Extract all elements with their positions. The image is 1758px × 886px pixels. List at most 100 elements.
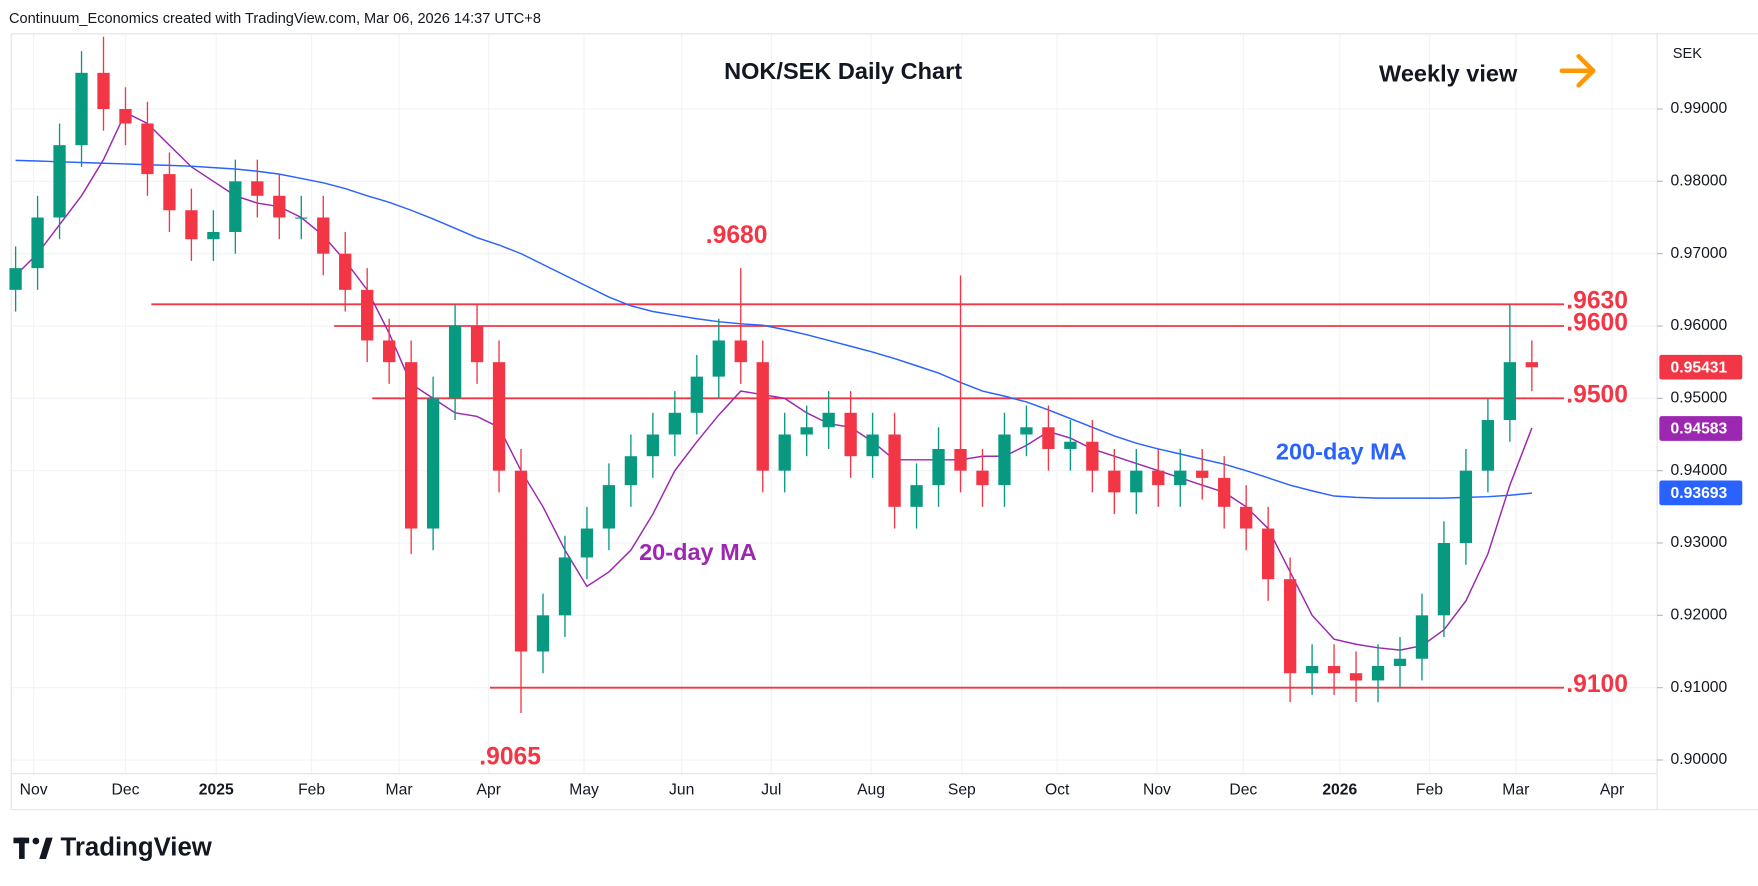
x-tick-label: Nov <box>1143 782 1171 799</box>
candle-body <box>1305 665 1319 674</box>
moving-average-label: 20-day MA <box>639 539 757 565</box>
candle-body <box>1108 470 1121 493</box>
candle-body <box>1459 470 1473 544</box>
candle-body <box>383 340 396 363</box>
x-tick-label: Nov <box>20 782 48 799</box>
y-tick-label: 0.95000 <box>1671 389 1728 406</box>
candle-body <box>1042 427 1055 449</box>
candle-body <box>163 174 176 211</box>
y-tick-label: 0.94000 <box>1671 462 1728 479</box>
candle-body <box>317 217 330 254</box>
candle-body <box>295 217 308 219</box>
candle-body <box>976 470 989 486</box>
x-tick-label: Dec <box>112 782 140 799</box>
candle-body <box>822 412 835 428</box>
y-tick-label: 0.93000 <box>1671 534 1728 551</box>
candle-body <box>1240 506 1253 529</box>
moving-average-line <box>15 111 1533 651</box>
annotation: .9065 <box>479 743 541 770</box>
candle-body <box>97 72 110 109</box>
candle-body <box>844 412 857 457</box>
candle-body <box>580 528 594 558</box>
candle-body <box>361 289 374 341</box>
y-tick-label: 0.91000 <box>1671 679 1728 696</box>
candle-body <box>1283 579 1297 674</box>
candle-body <box>492 362 506 471</box>
level-label: .9600 <box>1566 309 1628 336</box>
moving-average-line <box>15 159 1532 499</box>
candle-body <box>1130 470 1143 493</box>
candle-body <box>1349 673 1363 681</box>
candle-body <box>756 362 769 471</box>
candle-body <box>1415 615 1429 659</box>
x-tick-label: 2025 <box>199 782 234 799</box>
chart-title: NOK/SEK Daily Chart <box>724 58 962 84</box>
price-tag <box>1659 354 1743 380</box>
level-label: .9630 <box>1566 288 1628 315</box>
candle-body <box>339 253 352 290</box>
y-tick-label: 0.92000 <box>1671 606 1728 623</box>
y-tick-label: 0.90000 <box>1671 751 1728 768</box>
candle-body <box>536 615 550 652</box>
x-tick-label: Dec <box>1229 782 1257 799</box>
candle-body <box>1503 362 1517 421</box>
x-tick-label: Apr <box>477 782 501 799</box>
candle-body <box>1261 528 1275 580</box>
candle-body <box>207 231 220 240</box>
candle-body <box>1152 470 1165 486</box>
candle-body <box>141 123 154 175</box>
candle-body <box>888 434 901 507</box>
candle-body <box>734 340 747 363</box>
candle-body <box>602 485 616 529</box>
x-tick-label: Oct <box>1045 782 1070 799</box>
subtitle: Weekly view <box>1379 60 1518 86</box>
candle-body <box>251 181 264 196</box>
candle-body <box>1086 441 1099 471</box>
currency-label: SEK <box>1673 46 1702 62</box>
x-tick-label: Jul <box>761 782 781 799</box>
candle-body <box>229 181 242 232</box>
candle-body <box>1525 362 1538 368</box>
candle-body <box>75 72 88 146</box>
candle-body <box>954 448 967 471</box>
x-tick-label: May <box>569 782 599 799</box>
candle-body <box>9 268 22 290</box>
candle-body <box>1020 427 1033 435</box>
candle-body <box>185 210 198 240</box>
annotation: .9680 <box>706 222 768 249</box>
x-tick-label: 2026 <box>1322 782 1357 799</box>
candle-body <box>668 412 681 435</box>
price-tag-label: 0.94583 <box>1671 421 1728 438</box>
price-tag <box>1659 480 1743 506</box>
candle-body <box>998 434 1011 486</box>
price-tag-label: 0.95431 <box>1671 359 1728 376</box>
candle-body <box>800 427 813 435</box>
candle-body <box>1218 477 1231 507</box>
candle-body <box>690 376 703 413</box>
candle-body <box>119 108 132 124</box>
x-tick-label: Sep <box>948 782 976 799</box>
candle-body <box>31 217 44 269</box>
header: Continuum_Economics created with Trading… <box>9 11 541 27</box>
x-tick-label: Jun <box>669 782 694 799</box>
candle-body <box>1196 470 1209 478</box>
y-tick-label: 0.99000 <box>1671 100 1728 117</box>
x-tick-label: Mar <box>1502 782 1529 799</box>
candle-body <box>778 434 791 471</box>
y-tick-label: 0.96000 <box>1671 317 1728 334</box>
candle-body <box>646 434 660 457</box>
candle-body <box>404 362 418 529</box>
candle-body <box>1481 420 1495 471</box>
tradingview-logo <box>13 837 53 859</box>
candle-body <box>624 456 638 486</box>
x-tick-label: Feb <box>1416 782 1443 799</box>
moving-average-label: 200-day MA <box>1276 438 1407 464</box>
candle-body <box>1437 543 1451 616</box>
candle-body <box>1371 665 1385 681</box>
x-tick-label: Feb <box>298 782 325 799</box>
watermark: TradingView <box>61 834 213 862</box>
candle-body <box>558 557 572 616</box>
